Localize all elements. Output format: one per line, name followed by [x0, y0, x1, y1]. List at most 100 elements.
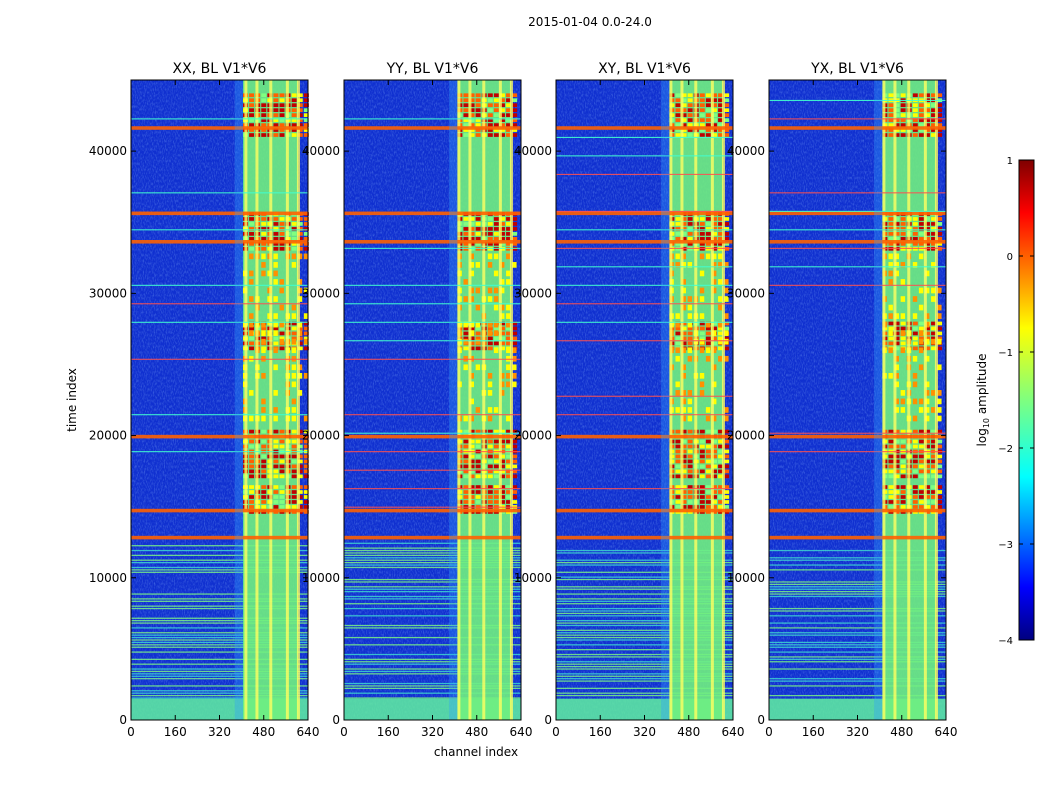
rfi-hotspot [705, 217, 711, 221]
rfi-hotspot [675, 326, 681, 331]
rfi-hotspot [469, 108, 475, 112]
rfi-hotspot [937, 331, 943, 336]
rfi-hotspot [888, 336, 894, 341]
rfi-hotspot [499, 227, 505, 231]
rfi-hotspot [469, 469, 475, 474]
rfi-hotspot [279, 495, 285, 499]
rfi-hotspot [291, 217, 297, 221]
rfi-stripe [131, 605, 308, 607]
rfi-hotspot [463, 485, 469, 489]
rfi-hotspot [487, 336, 493, 341]
rfi-stripe [131, 697, 308, 699]
rfi-stripe [769, 615, 946, 617]
rfi-patch [711, 398, 717, 405]
rfi-hotspot [249, 98, 255, 103]
rfi-hotspot [512, 439, 518, 444]
rfi-hotspot [924, 444, 930, 449]
rfi-stripe [344, 658, 521, 660]
rfi-hotspot [463, 495, 469, 499]
rfi-patch [681, 262, 686, 268]
bright-column [285, 80, 289, 720]
rfi-hotspot [297, 241, 303, 246]
rfi-hotspot [699, 133, 705, 137]
rfi-hotspot [900, 429, 906, 434]
rfi-hotspot [675, 336, 681, 341]
rfi-hotspot [493, 336, 499, 341]
rfi-hotspot [493, 133, 499, 137]
rfi-hotspot [894, 241, 900, 246]
rfi-hotspot [724, 495, 730, 499]
rfi-hotspot [699, 449, 705, 454]
rfi-stripe [769, 685, 946, 687]
rfi-stripe [556, 603, 733, 605]
rfi-hotspot [297, 326, 303, 331]
rfi-hotspot [475, 232, 481, 236]
rfi-patch [894, 398, 899, 405]
rfi-hotspot [291, 118, 297, 122]
rfi-hotspot [724, 217, 730, 221]
rfi-hotspot [705, 429, 711, 434]
rfi-patch [493, 287, 499, 294]
rfi-hotspot [699, 241, 705, 246]
rfi-hotspot [900, 241, 906, 246]
rfi-hotspot [918, 232, 924, 236]
rfi-hotspot [681, 133, 687, 137]
rfi-hotspot [699, 474, 705, 479]
rfi-hotspot [475, 217, 481, 221]
rfi-hotspot [912, 227, 918, 231]
rfi-hotspot [273, 217, 279, 221]
rfi-stripe [131, 639, 308, 641]
rfi-hotspot [279, 429, 285, 434]
rfi-patch [924, 398, 930, 405]
rfi-hotspot [506, 444, 512, 449]
rfi-patch [711, 253, 717, 260]
y-tick-label: 20000 [514, 429, 552, 443]
rfi-hotspot [681, 222, 687, 226]
rfi-patch [469, 372, 474, 379]
rfi-hotspot [469, 93, 475, 98]
rfi-patch [724, 262, 729, 268]
rfi-stripe [556, 649, 733, 651]
rfi-hotspot [249, 469, 255, 474]
thin-row [344, 118, 521, 120]
rfi-patch [711, 262, 717, 268]
rfi-hotspot [931, 505, 937, 509]
rfi-patch [297, 287, 303, 294]
thin-row [556, 229, 733, 231]
rfi-patch [687, 407, 693, 413]
bright-row [769, 211, 946, 216]
bright-column [482, 80, 486, 720]
rfi-patch [894, 364, 899, 371]
rfi-hotspot [912, 241, 918, 246]
rfi-hotspot [291, 123, 297, 127]
rfi-hotspot [463, 459, 469, 464]
rfi-hotspot [506, 474, 512, 479]
rfi-hotspot [937, 500, 943, 504]
rfi-patch [487, 415, 493, 422]
rfi-hotspot [487, 474, 493, 479]
rfi-patch [469, 296, 474, 302]
rfi-hotspot [711, 500, 717, 504]
rfi-hotspot [249, 490, 255, 494]
rfi-hotspot [475, 108, 481, 112]
rfi-patch [912, 296, 918, 302]
rfi-hotspot [937, 217, 943, 221]
rfi-hotspot [675, 217, 681, 221]
rfi-hotspot [493, 217, 499, 221]
rfi-hotspot [499, 133, 505, 137]
rfi-hotspot [291, 490, 297, 494]
rfi-patch [487, 253, 493, 260]
rfi-hotspot [912, 321, 918, 326]
rfi-stripe [556, 552, 733, 554]
rfi-hotspot [475, 464, 481, 469]
bright-row [131, 126, 308, 130]
rfi-hotspot [924, 429, 930, 434]
rfi-stripe [344, 692, 521, 694]
rfi-hotspot [273, 429, 279, 434]
rfi-hotspot [297, 346, 303, 351]
rfi-hotspot [291, 326, 297, 331]
rfi-hotspot [273, 128, 279, 132]
rfi-hotspot [469, 495, 475, 499]
y-tick-label: 0 [119, 713, 127, 727]
rfi-hotspot [475, 454, 481, 459]
